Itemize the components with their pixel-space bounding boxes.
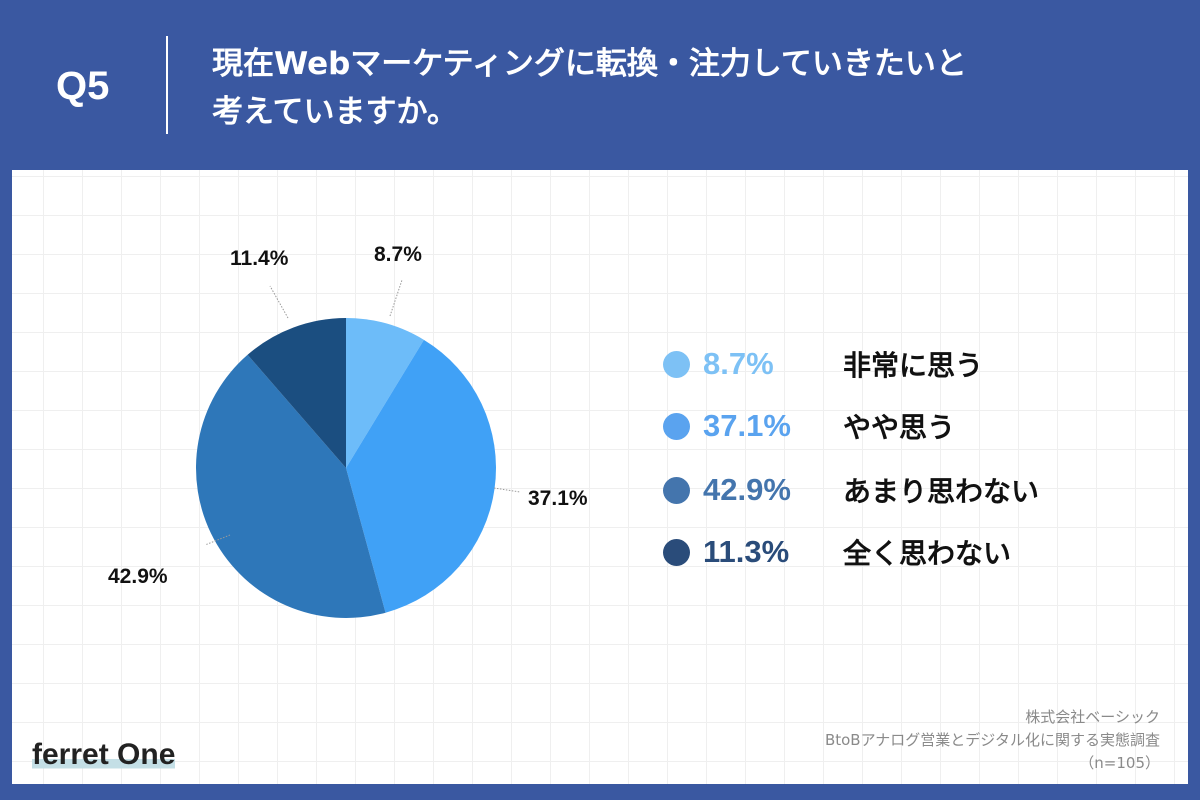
- title-line-2: 考えていますか。: [212, 94, 458, 130]
- pie-slice-3: [247, 318, 346, 468]
- data-label-0: 8.7%: [374, 243, 422, 266]
- legend-item: 11.3% 全く思わない: [652, 532, 1011, 572]
- leader-line-0: [389, 279, 403, 317]
- data-label-2: 42.9%: [108, 565, 168, 588]
- legend-dot: [663, 350, 690, 378]
- legend-label: やや思う: [843, 411, 956, 444]
- legend-value: 8.7%: [703, 346, 774, 381]
- leader-line-1: [493, 487, 521, 493]
- source-sample: （n=105）: [1079, 754, 1160, 772]
- question-number: Q5: [56, 64, 110, 108]
- title-line-1: 現在Webマーケティングに転換・注力していきたいと: [212, 46, 967, 82]
- data-label-1: 37.1%: [528, 487, 588, 510]
- divider: [166, 36, 168, 134]
- pie-slice-1: [346, 339, 497, 613]
- ferret-one-logo: ferret One: [32, 738, 176, 772]
- legend-dot: [663, 538, 690, 566]
- pie-slice-0: [346, 318, 424, 468]
- legend-value: 42.9%: [703, 472, 791, 507]
- legend-item: 8.7% 非常に思う: [652, 344, 983, 384]
- legend-dot: [663, 412, 690, 440]
- source-survey: BtoBアナログ営業とデジタル化に関する実態調査: [824, 731, 1160, 749]
- legend-value: 37.1%: [703, 408, 791, 443]
- source-note: 株式会社ベーシック BtoBアナログ営業とデジタル化に関する実態調査 （n=105）: [825, 706, 1160, 775]
- page-title: 現在Webマーケティングに転換・注力していきたいと 考えていますか。: [212, 40, 1112, 136]
- legend-item: 42.9% あまり思わない: [652, 470, 1039, 510]
- pie-slice-2: [196, 354, 386, 618]
- data-label-3: 11.4%: [230, 247, 289, 270]
- source-company: 株式会社ベーシック: [1025, 708, 1160, 726]
- legend-label: あまり思わない: [843, 475, 1040, 508]
- legend-value: 11.3%: [703, 534, 790, 569]
- legend-dot: [663, 476, 690, 504]
- legend-label: 非常に思う: [843, 349, 984, 382]
- legend-label: 全く思わない: [843, 537, 1012, 570]
- leader-line-3: [269, 285, 289, 319]
- legend-item: 37.1% やや思う: [652, 406, 955, 446]
- leader-line-2: [204, 534, 231, 546]
